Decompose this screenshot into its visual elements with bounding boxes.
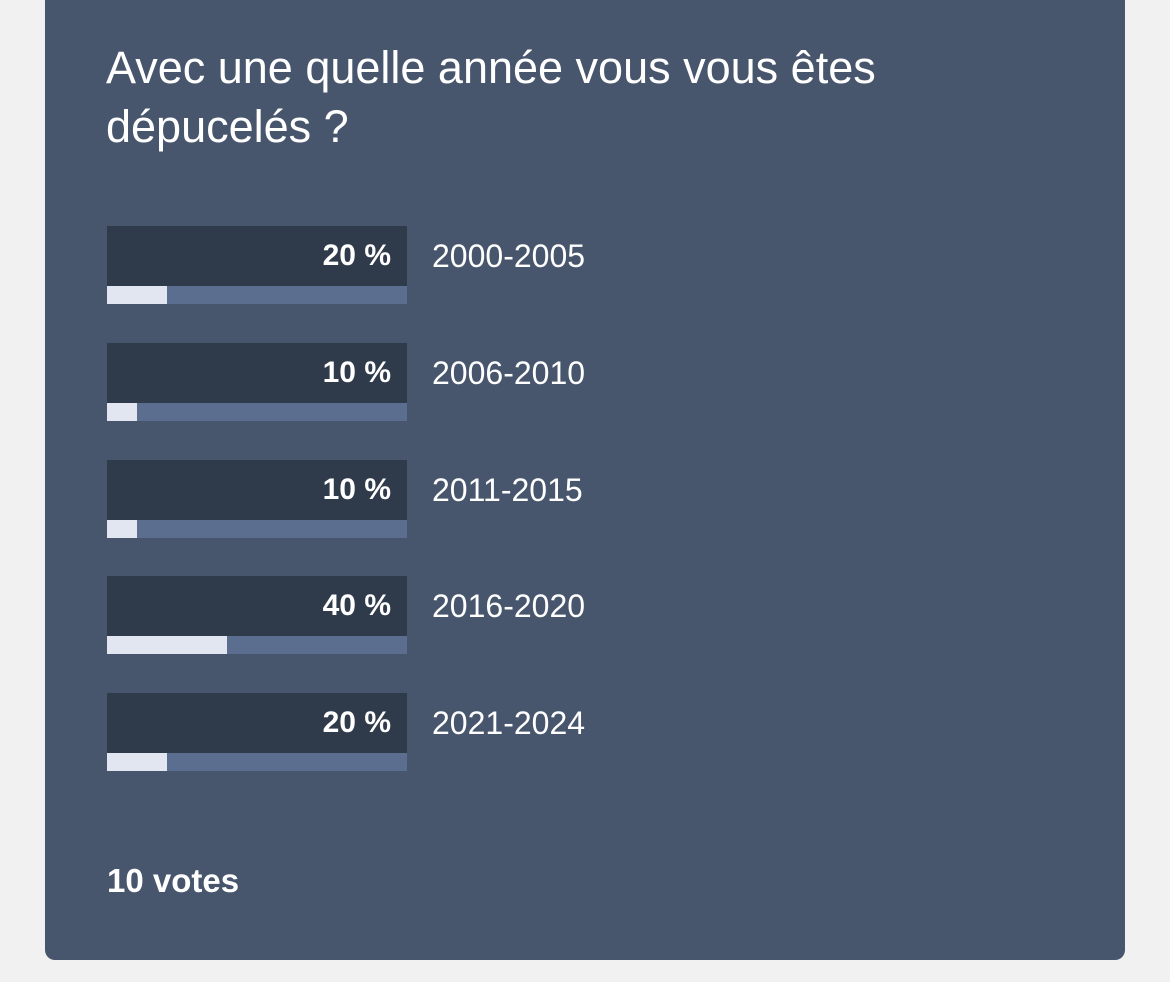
- progress-fill: [107, 636, 227, 654]
- percent-background: 10 %: [107, 343, 407, 403]
- percent-text: 10 %: [322, 473, 391, 506]
- poll-option-2000-2005[interactable]: 20 % 2000-2005: [107, 226, 807, 304]
- percent-text: 20 %: [322, 706, 391, 739]
- result-box: 40 %: [107, 576, 407, 654]
- progress-fill: [107, 403, 137, 421]
- option-label: 2021-2024: [432, 705, 586, 741]
- progress-fill: [107, 520, 137, 538]
- percent-background: 40 %: [107, 576, 407, 636]
- progress-fill: [107, 286, 167, 304]
- progress-track: [107, 753, 407, 771]
- progress-track: [107, 520, 407, 538]
- poll-option-2021-2024[interactable]: 20 % 2021-2024: [107, 693, 807, 771]
- result-box: 20 %: [107, 693, 407, 771]
- vote-count: 10 votes: [107, 862, 240, 899]
- progress-track: [107, 636, 407, 654]
- option-label: 2000-2005: [432, 238, 586, 274]
- result-box: 10 %: [107, 460, 407, 538]
- poll-option-2016-2020[interactable]: 40 % 2016-2020: [107, 576, 807, 654]
- progress-track: [107, 403, 407, 421]
- result-box: 20 %: [107, 226, 407, 304]
- option-label: 2011-2015: [432, 472, 583, 508]
- poll-question: Avec une quelle année vous vous êtes dép…: [106, 42, 876, 152]
- progress-fill: [107, 753, 167, 771]
- progress-track: [107, 286, 407, 304]
- percent-background: 10 %: [107, 460, 407, 520]
- poll-option-2011-2015[interactable]: 10 % 2011-2015: [107, 460, 807, 538]
- percent-text: 10 %: [322, 356, 391, 389]
- result-box: 10 %: [107, 343, 407, 421]
- percent-text: 40 %: [322, 589, 391, 622]
- percent-text: 20 %: [322, 239, 391, 272]
- option-label: 2016-2020: [432, 588, 586, 624]
- poll-option-2006-2010[interactable]: 10 % 2006-2010: [107, 343, 807, 421]
- option-label: 2006-2010: [432, 355, 586, 391]
- poll-card: Avec une quelle année vous vous êtes dép…: [45, 0, 1125, 960]
- percent-background: 20 %: [107, 693, 407, 753]
- percent-background: 20 %: [107, 226, 407, 286]
